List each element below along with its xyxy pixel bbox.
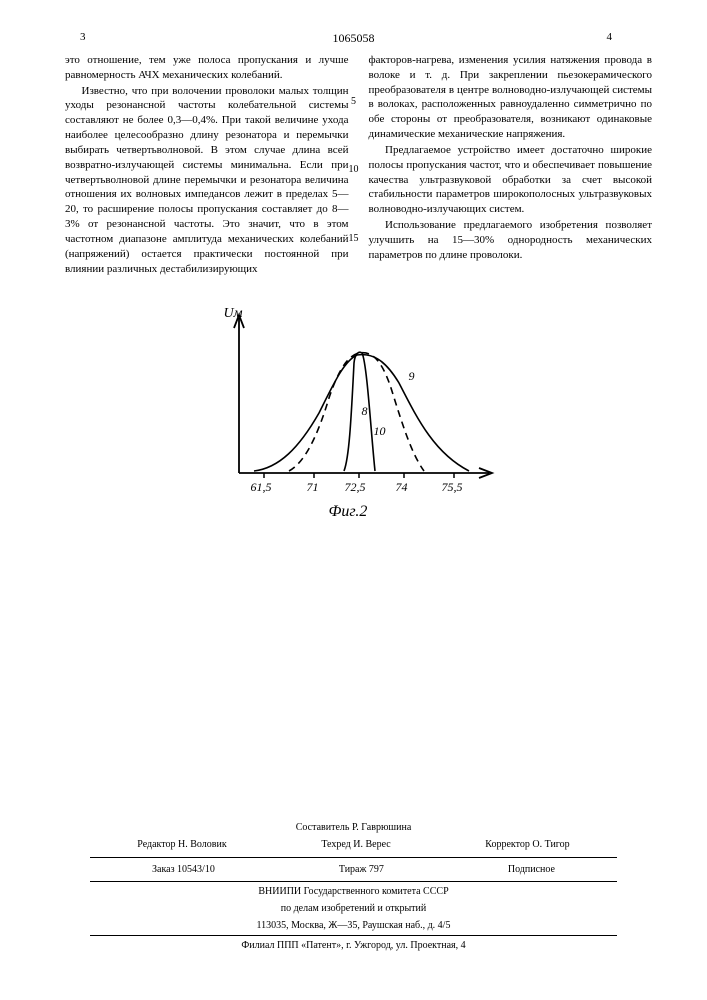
x-tick-4: 75,5: [442, 479, 463, 495]
line-number-15: 15: [349, 232, 359, 246]
divider: [90, 881, 617, 882]
x-tick-2: 72,5: [345, 479, 366, 495]
paragraph: Известно, что при волочении проволоки ма…: [65, 84, 349, 277]
institution-1: ВНИИПИ Государственного комитета СССР: [0, 884, 707, 899]
page-right: 4: [607, 30, 613, 45]
page-left: 3: [80, 30, 86, 45]
corrector: Корректор О. Тигор: [485, 837, 569, 852]
line-number-10: 10: [349, 163, 359, 177]
address-2: Филиал ППП «Патент», г. Ужгород, ул. Про…: [0, 938, 707, 953]
x-tick-1: 71: [307, 479, 319, 495]
figure-label: Фиг.2: [329, 501, 368, 523]
address-1: 113035, Москва, Ж—35, Раушская наб., д. …: [0, 918, 707, 933]
x-tick-3: 74: [396, 479, 408, 495]
doc-number: 1065058: [333, 30, 375, 46]
techred: Техред И. Верес: [321, 837, 390, 852]
right-column: факторов-нагрева, изменения усилия натяж…: [369, 53, 653, 278]
page-header: 3 1065058 4: [0, 0, 707, 53]
subscription: Подписное: [508, 862, 555, 877]
footer: Составитель Р. Гаврюшина Редактор Н. Вол…: [0, 818, 707, 955]
curve-label-8: 8: [362, 403, 368, 419]
left-column: это отношение, тем уже полоса пропускани…: [65, 53, 349, 278]
curve-label-9: 9: [409, 368, 415, 384]
divider: [90, 935, 617, 936]
curve-label-10: 10: [374, 423, 386, 439]
editor: Редактор Н. Воловик: [137, 837, 226, 852]
paragraph: Использование предлагаемого изобретения …: [369, 218, 653, 263]
line-number-5: 5: [351, 95, 356, 109]
paragraph: факторов-нагрева, изменения усилия натяж…: [369, 53, 653, 142]
figure-2: Uм 8 9 10 61,5 71 72,5 74 75,5 Фиг.2: [199, 303, 509, 528]
paragraph: это отношение, тем уже полоса пропускани…: [65, 53, 349, 83]
y-axis-label: Uм: [224, 305, 243, 324]
paragraph: Предлагаемое устройство имеет достаточно…: [369, 143, 653, 217]
institution-2: по делам изобретений и открытий: [0, 901, 707, 916]
divider: [90, 857, 617, 858]
x-tick-0: 61,5: [251, 479, 272, 495]
order-number: Заказ 10543/10: [152, 862, 215, 877]
composer: Составитель Р. Гаврюшина: [0, 820, 707, 835]
tirazh: Тираж 797: [339, 862, 384, 877]
